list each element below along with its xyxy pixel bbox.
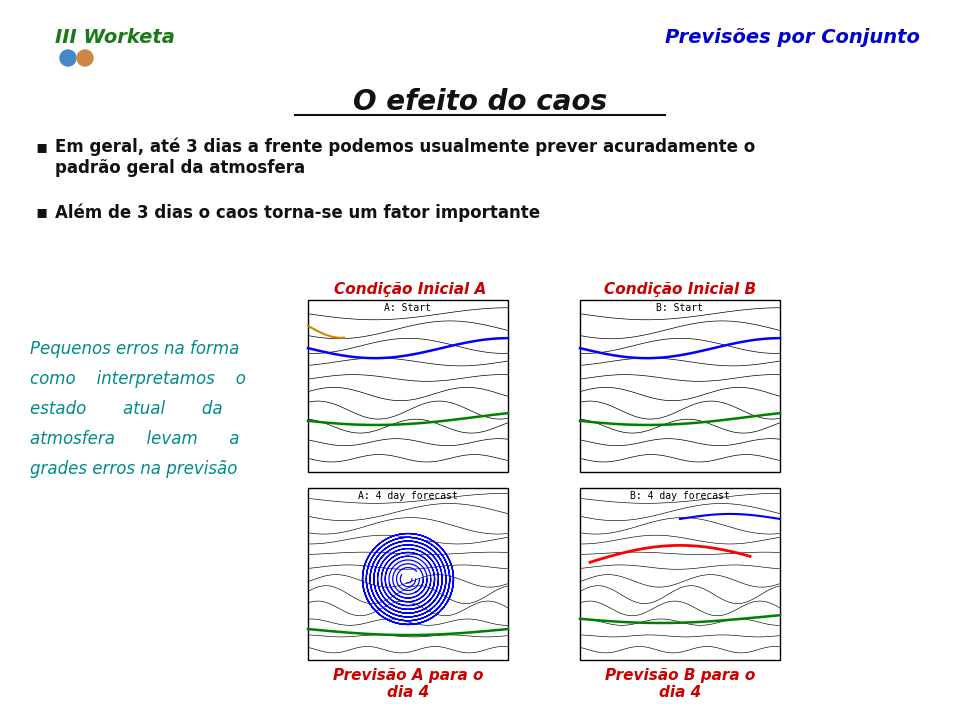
Text: A: Start: A: Start [385, 303, 431, 313]
Text: Condição Inicial B: Condição Inicial B [604, 282, 756, 297]
Text: estado       atual       da: estado atual da [30, 400, 223, 418]
Text: B: 4 day forecast: B: 4 day forecast [630, 491, 730, 501]
Text: Previsão B para o
dia 4: Previsão B para o dia 4 [605, 668, 756, 700]
Text: Previsões por Conjunto: Previsões por Conjunto [665, 28, 920, 47]
Text: Além de 3 dias o caos torna-se um fator importante: Além de 3 dias o caos torna-se um fator … [55, 203, 540, 221]
Text: Em geral, até 3 dias a frente podemos usualmente prever acuradamente o
padrão ge: Em geral, até 3 dias a frente podemos us… [55, 138, 756, 177]
Text: Previsão A para o
dia 4: Previsão A para o dia 4 [333, 668, 483, 700]
Text: atmosfera      levam      a: atmosfera levam a [30, 430, 239, 448]
Text: III Worketa: III Worketa [55, 28, 175, 47]
Bar [308, 300, 508, 472]
Circle shape [60, 50, 76, 66]
Text: O efeito do caos: O efeito do caos [353, 88, 607, 116]
Bar [580, 300, 780, 472]
Circle shape [77, 50, 93, 66]
Text: A: 4 day forecast: A: 4 day forecast [358, 491, 458, 501]
Text: Pequenos erros na forma: Pequenos erros na forma [30, 340, 239, 358]
Text: como    interpretamos    o: como interpretamos o [30, 370, 246, 388]
Text: grades erros na previsão: grades erros na previsão [30, 460, 237, 478]
Bar [308, 488, 508, 660]
Text: B: Start: B: Start [657, 303, 704, 313]
Text: ▪: ▪ [35, 203, 47, 221]
Text: Condição Inicial A: Condição Inicial A [334, 282, 486, 297]
Bar [580, 488, 780, 660]
Text: ▪: ▪ [35, 138, 47, 156]
